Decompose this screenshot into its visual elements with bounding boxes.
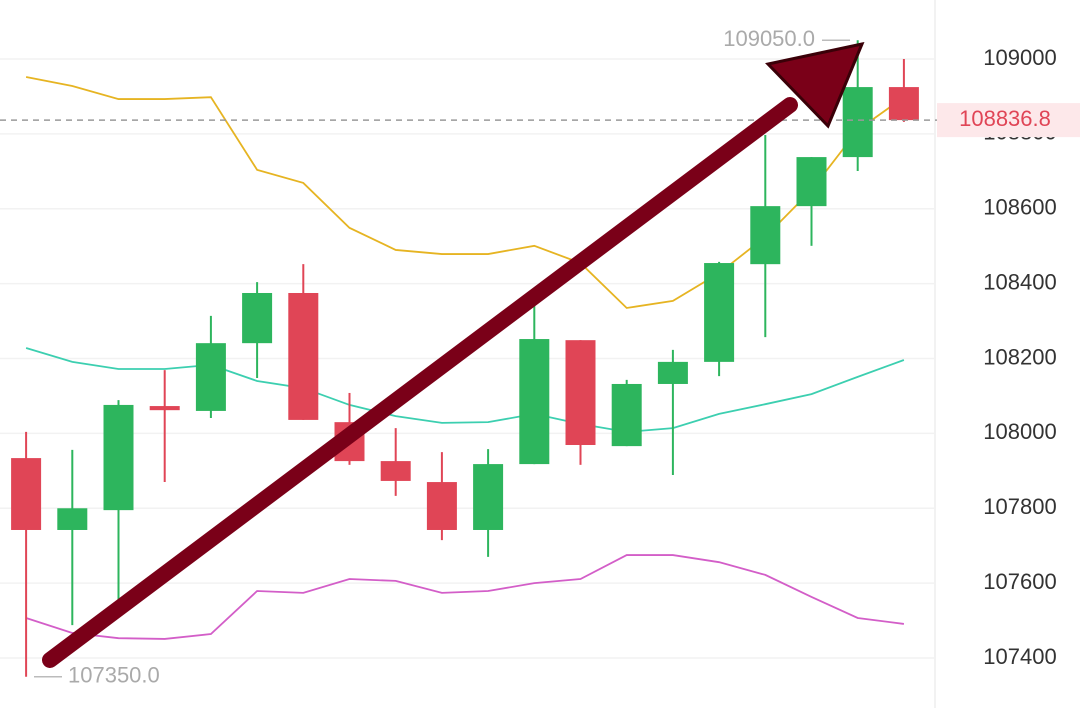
- indicator-line: [25, 554, 905, 640]
- candle-body: [380, 461, 411, 481]
- y-tick-label: 108400: [983, 269, 1056, 294]
- last-price-label: 108836.8: [959, 106, 1051, 131]
- candle-body: [149, 406, 180, 411]
- max-label: 109050.0: [723, 26, 815, 51]
- arrow-shaft: [42, 97, 798, 668]
- last-price-box: [937, 103, 1080, 138]
- y-tick-label: 107800: [983, 494, 1056, 519]
- candle-body: [195, 343, 226, 411]
- candle-body: [750, 206, 781, 265]
- y-tick-label: 108600: [983, 195, 1056, 220]
- annotations: 108836.8 109050.0 107350.0: [0, 26, 1080, 688]
- candle-body: [657, 361, 688, 384]
- candle-body: [565, 340, 596, 445]
- candle-body: [796, 157, 827, 207]
- min-label: 107350.0: [68, 663, 160, 688]
- candle-body: [426, 482, 457, 530]
- candle-body: [57, 508, 88, 530]
- candle-body: [473, 464, 504, 530]
- candle-body: [103, 404, 134, 511]
- indicator-line: [25, 347, 905, 433]
- candle-body: [242, 292, 273, 344]
- candle-body: [288, 292, 319, 420]
- y-tick-label: 107600: [983, 569, 1056, 594]
- candle-body: [11, 458, 42, 530]
- candle-body: [888, 87, 919, 121]
- candle-body: [842, 87, 873, 158]
- candle-body: [611, 383, 642, 447]
- y-tick-label: 107400: [983, 644, 1056, 669]
- trend-arrow: [42, 41, 865, 668]
- candles: [11, 40, 919, 677]
- y-tick-label: 108000: [983, 419, 1056, 444]
- y-tick-label: 108200: [983, 344, 1056, 369]
- arrow-head: [765, 41, 865, 129]
- candle-body: [704, 263, 735, 362]
- candle-body: [519, 339, 550, 465]
- y-tick-label: 109000: [983, 45, 1056, 70]
